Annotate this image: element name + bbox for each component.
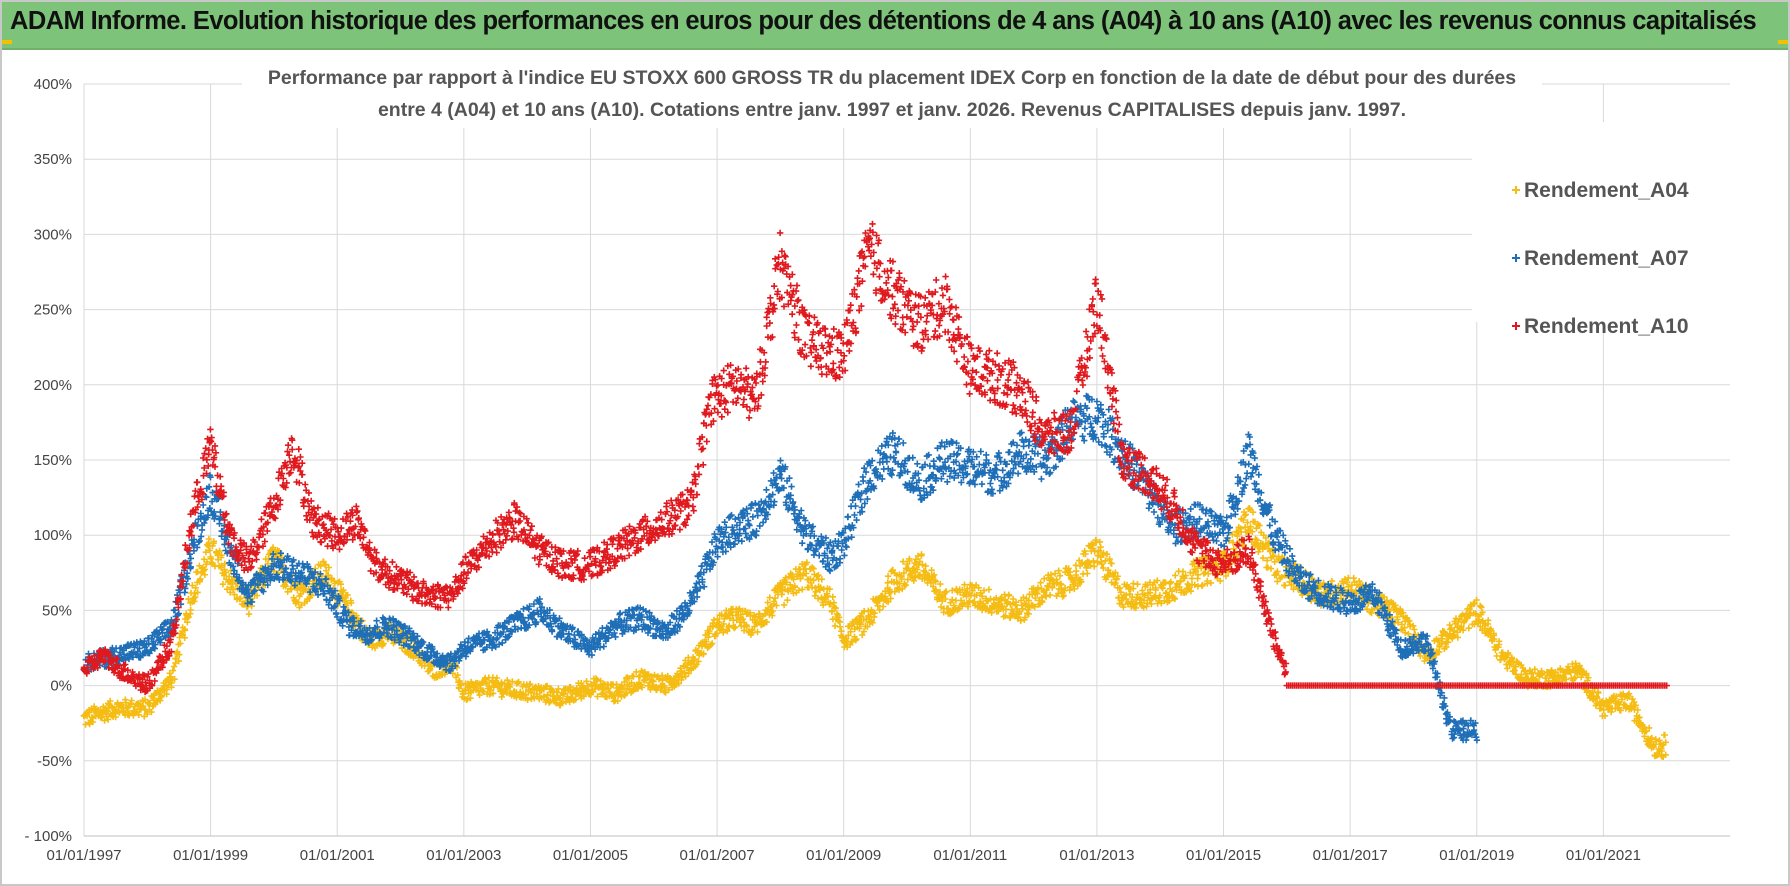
subtitle-line-1: Performance par rapport à l'indice EU ST… (268, 67, 1516, 89)
series-Rendement_A04 (80, 505, 1669, 760)
legend-marker-a04 (1512, 186, 1520, 194)
x-tick-label: 01/01/2019 (1439, 847, 1514, 864)
axes: 400% 350% 300% 250% 200% 150% 100% 50% 0% -50% - 1… (24, 76, 1730, 864)
y-tick-label: 350% (34, 151, 72, 168)
chart-subtitle: Performance par rapport à l'indice EU ST… (242, 62, 1542, 128)
y-tick-label: 50% (42, 602, 72, 619)
x-tick-label: 01/01/2001 (300, 847, 375, 864)
y-tick-label: 0% (50, 678, 72, 695)
banner-corner-right (1778, 40, 1788, 44)
x-tick-label: 01/01/2017 (1313, 847, 1388, 864)
series-markers (80, 505, 1669, 760)
y-tick-label: - 100% (24, 828, 72, 845)
y-tick-label: 100% (34, 527, 72, 544)
y-tick-label: 200% (34, 377, 72, 394)
legend-item-a04: Rendement_A04 (1512, 179, 1689, 202)
y-tick-label: -50% (37, 753, 72, 770)
x-tick-label: 01/01/2007 (680, 847, 755, 864)
x-tick-label: 01/01/2003 (426, 847, 501, 864)
legend-marker-a07 (1512, 254, 1520, 262)
legend: Rendement_A04 Rendement_A07 Rendement_A1… (1472, 122, 1740, 338)
x-tick-label: 01/01/2013 (1059, 847, 1134, 864)
banner-corner-left (2, 40, 12, 44)
x-tick-label: 01/01/2021 (1566, 847, 1641, 864)
series-markers (80, 220, 1670, 696)
y-tick-label: 400% (34, 76, 72, 93)
legend-item-a10: Rendement_A10 (1512, 315, 1689, 338)
x-tick-label: 01/01/2009 (806, 847, 881, 864)
subtitle-line-2: entre 4 (A04) et 10 ans (A10). Cotations… (378, 99, 1406, 121)
legend-item-a07: Rendement_A07 (1512, 247, 1689, 270)
page-title: ADAM Informe. Evolution historique des p… (10, 7, 1757, 35)
x-tick-label: 01/01/1999 (173, 847, 248, 864)
legend-label-a07: Rendement_A07 (1524, 247, 1689, 270)
subtitle-background (242, 62, 1542, 128)
y-tick-label: 250% (34, 302, 72, 319)
scatter-chart: 400% 350% 300% 250% 200% 150% 100% 50% 0% -50% - 1… (24, 62, 1740, 864)
data-points (80, 220, 1670, 760)
legend-label-a04: Rendement_A04 (1524, 179, 1689, 202)
x-tick-label: 01/01/2011 (933, 847, 1007, 864)
title-banner: ADAM Informe. Evolution historique des p… (2, 2, 1788, 50)
y-tick-label: 150% (34, 452, 72, 469)
y-tick-label: 300% (34, 226, 72, 243)
series-Rendement_A10 (80, 220, 1670, 696)
legend-background (1472, 122, 1740, 322)
legend-marker-a10 (1512, 322, 1520, 330)
x-tick-label: 01/01/1997 (46, 847, 121, 864)
legend-label-a10: Rendement_A10 (1524, 315, 1689, 338)
x-tick-label: 01/01/2015 (1186, 847, 1261, 864)
x-tick-label: 01/01/2005 (553, 847, 628, 864)
